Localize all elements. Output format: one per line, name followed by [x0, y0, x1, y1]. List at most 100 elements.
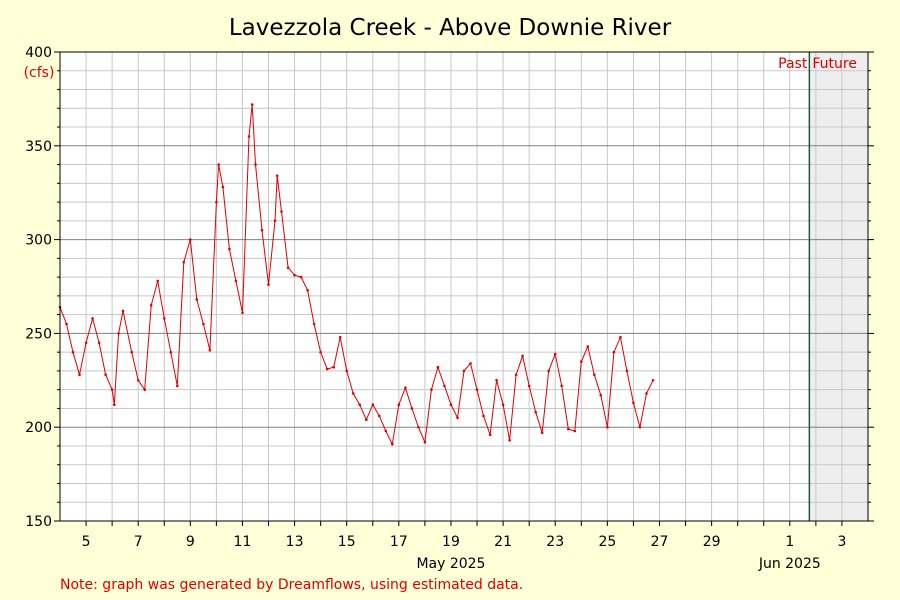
x-month-label: Jun 2025 — [758, 556, 821, 572]
flow-data-point — [84, 341, 88, 345]
flow-data-point — [169, 350, 173, 354]
flow-data-point — [182, 260, 186, 264]
x-tick-label: 9 — [186, 534, 195, 550]
flow-data-point — [312, 322, 316, 326]
flow-data-point — [286, 266, 290, 270]
flow-data-point — [275, 174, 279, 178]
flow-data-point — [638, 425, 642, 429]
flow-data-point — [306, 289, 309, 292]
x-tick-label: 25 — [598, 534, 616, 550]
flow-data-point — [358, 403, 362, 407]
flow-data-point — [469, 362, 472, 365]
past-label: Past — [778, 56, 808, 72]
flow-data-point — [143, 388, 146, 392]
flow-data-point — [417, 425, 420, 429]
y-unit-label: (cfs) — [24, 65, 55, 81]
flow-data-point — [553, 352, 557, 356]
flow-data-point — [149, 304, 153, 307]
flow-data-point — [319, 350, 322, 354]
flow-data-point — [250, 103, 254, 106]
y-tick-label: 150 — [25, 514, 52, 530]
plot-area — [60, 52, 868, 521]
flow-data-point — [202, 322, 205, 326]
flow-data-point — [540, 431, 544, 435]
flow-data-point — [612, 350, 616, 354]
flow-data-point — [78, 373, 81, 377]
flow-data-point — [443, 384, 446, 388]
flow-data-point — [547, 369, 550, 373]
y-tick-label: 350 — [25, 139, 52, 155]
flow-data-point — [97, 341, 101, 345]
flow-data-point — [371, 403, 375, 407]
flow-data-point — [567, 427, 570, 431]
flow-data-point — [273, 219, 277, 223]
flow-series-line — [59, 104, 654, 446]
flow-data-point — [599, 394, 603, 397]
flow-data-point — [462, 369, 466, 373]
flow-data-point — [260, 228, 264, 232]
flow-data-point — [241, 311, 244, 315]
flow-data-point — [580, 360, 583, 363]
x-tick-label: 15 — [338, 534, 356, 550]
flow-data-point — [606, 425, 609, 429]
future-label: Future — [812, 56, 857, 72]
flow-data-point — [651, 379, 655, 382]
y-tick-label: 300 — [25, 233, 52, 249]
flow-data-point — [391, 442, 394, 446]
x-tick-label: 3 — [837, 534, 846, 550]
flow-data-point — [514, 373, 518, 377]
flow-data-point — [208, 349, 212, 352]
flow-data-point — [91, 317, 94, 320]
flow-data-point — [397, 403, 401, 407]
flow-data-point — [521, 354, 524, 358]
flow-data-point — [325, 367, 329, 371]
flow-data-point — [527, 384, 531, 388]
plot-frame — [59, 51, 869, 522]
flow-data-point — [247, 135, 251, 138]
flow-data-point — [456, 416, 459, 420]
x-tick-label: 19 — [442, 534, 460, 550]
flow-data-point — [534, 410, 537, 414]
flow-data-point — [121, 309, 125, 313]
flow-data-point — [176, 384, 179, 388]
footer-note: Note: graph was generated by Dreamflows,… — [60, 577, 523, 593]
x-tick-label: 21 — [494, 534, 512, 550]
flow-data-point — [482, 414, 485, 418]
x-tick-label: 13 — [286, 534, 304, 550]
flow-data-point — [221, 185, 225, 189]
flow-data-point — [189, 238, 192, 241]
series-layer — [58, 103, 655, 446]
flow-data-point — [280, 210, 283, 213]
y-axis: 150 200 250 300 350 400 — [25, 45, 874, 530]
flow-data-point — [110, 388, 114, 392]
flow-data-point — [338, 335, 342, 339]
flow-data-point — [586, 345, 590, 348]
x-tick-label: 23 — [546, 534, 564, 550]
x-month-label: May 2025 — [416, 556, 485, 572]
flow-data-point — [423, 440, 427, 444]
flow-data-point — [130, 350, 133, 354]
flow-data-point — [156, 279, 159, 283]
flow-data-point — [508, 439, 511, 442]
x-tick-label: 5 — [82, 534, 91, 550]
flow-data-point — [619, 335, 622, 339]
flow-data-point — [573, 429, 577, 433]
flow-data-point — [71, 350, 75, 354]
x-tick-label: 7 — [134, 534, 143, 550]
flow-data-point — [113, 403, 116, 407]
flow-data-point — [495, 379, 498, 382]
flow-data-point — [404, 386, 407, 390]
flow-data-point — [593, 373, 596, 377]
flow-data-point — [410, 407, 414, 410]
major-grid — [60, 145, 868, 428]
flow-data-point — [117, 332, 120, 335]
x-tick-label: 1 — [785, 534, 794, 550]
flow-data-point — [475, 388, 479, 392]
flow-data-point — [217, 163, 220, 166]
flow-data-point — [215, 200, 218, 204]
flow-data-point — [65, 322, 68, 326]
flow-data-point — [267, 283, 270, 286]
flow-data-point — [104, 373, 107, 377]
